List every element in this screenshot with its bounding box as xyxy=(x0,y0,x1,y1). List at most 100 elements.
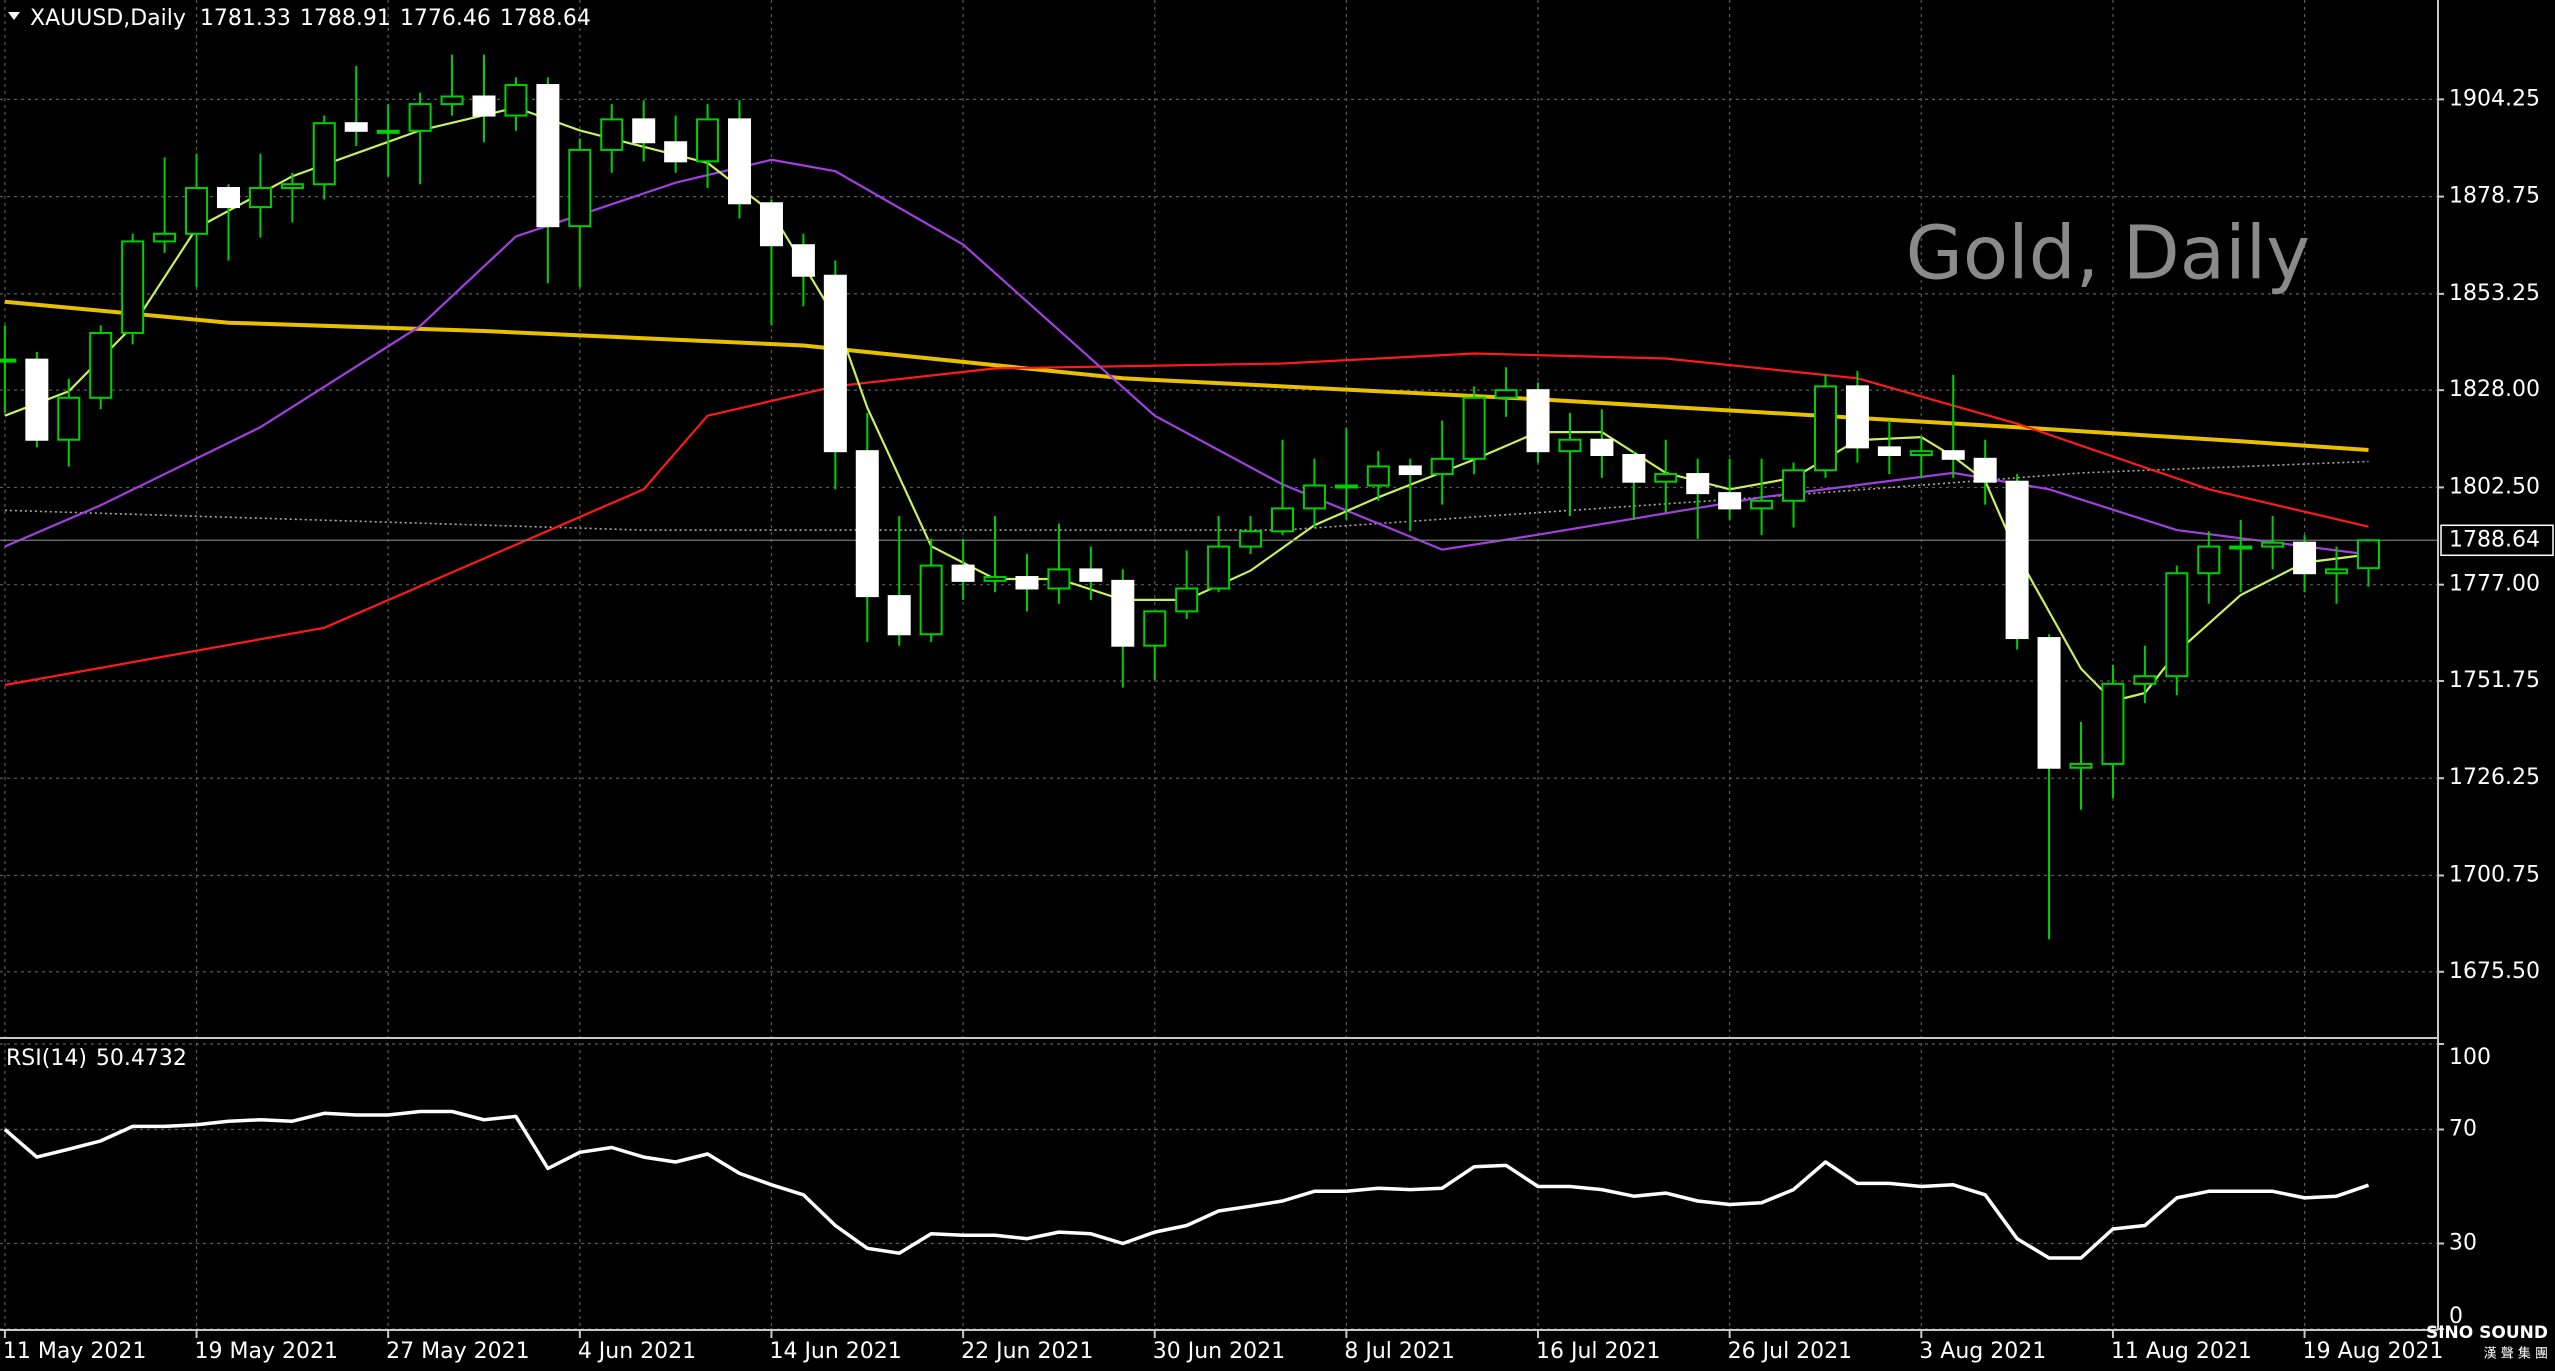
candle-body xyxy=(1271,507,1294,533)
moving-average xyxy=(4,299,2369,452)
candle-body xyxy=(1398,465,1422,476)
rsi-line xyxy=(3,1109,2370,1260)
x-tick-label: 22 Jun 2021 xyxy=(961,1339,1093,1364)
candle-body xyxy=(153,232,177,243)
candle-body xyxy=(2005,480,2029,640)
candle-body xyxy=(600,118,624,151)
x-tick-label: 16 Jul 2021 xyxy=(1536,1339,1661,1364)
x-tick-label: 8 Jul 2021 xyxy=(1344,1339,1455,1364)
y-tick-label: 1904.25 xyxy=(2449,86,2540,111)
candle-body xyxy=(696,118,720,163)
candle-body xyxy=(2069,762,2093,769)
candle-body xyxy=(919,564,943,636)
logo-text: SINO SOUND xyxy=(2426,1323,2548,1343)
candle-body xyxy=(1686,473,1710,495)
rsi-header: RSI(14) 50.4732 xyxy=(6,1046,187,1071)
candle-body xyxy=(1845,385,1869,449)
candle-body xyxy=(1079,568,1103,582)
candle-body xyxy=(504,84,528,117)
y-tick-label: 1777.00 xyxy=(2449,572,2540,597)
candle-body xyxy=(280,183,304,190)
candle-body xyxy=(1877,446,1901,456)
candle-body xyxy=(2197,545,2221,575)
moving-average xyxy=(4,460,2369,531)
x-tick-label: 14 Jun 2021 xyxy=(769,1339,901,1364)
candle-body xyxy=(312,122,336,186)
candle-body xyxy=(0,358,17,363)
candle-body xyxy=(1015,576,1039,590)
candle-body xyxy=(632,118,656,144)
candle-body xyxy=(887,595,911,636)
close: 1788.64 xyxy=(500,6,591,31)
x-tick-label: 3 Aug 2021 xyxy=(1919,1339,2046,1364)
candle-body xyxy=(57,396,81,441)
high: 1788.91 xyxy=(300,6,391,31)
candle-body xyxy=(536,84,560,228)
y-tick-label: 1853.25 xyxy=(2449,281,2540,306)
candle-body xyxy=(728,118,752,205)
y-tick-label: 1802.50 xyxy=(2449,474,2540,499)
chart-header: XAUUSD,Daily 1781.33 1788.91 1776.46 1788.64 xyxy=(30,6,591,31)
candle-body xyxy=(440,95,464,106)
candle-body xyxy=(216,187,240,209)
candle-body xyxy=(1654,473,1678,483)
candle-body xyxy=(1941,450,1965,460)
x-tick-label: 11 May 2021 xyxy=(3,1339,146,1364)
x-tick-label: 27 May 2021 xyxy=(386,1339,529,1364)
candle-body xyxy=(759,202,783,247)
x-tick-label: 30 Jun 2021 xyxy=(1153,1339,1285,1364)
candle-body xyxy=(855,450,879,598)
y-tick-label: 1828.00 xyxy=(2449,377,2540,402)
open: 1781.33 xyxy=(200,6,291,31)
candle-body xyxy=(2261,541,2285,548)
candle-body xyxy=(1973,457,1997,483)
symbol-menu-arrow[interactable] xyxy=(8,12,20,20)
y-tick-label: 1675.50 xyxy=(2449,959,2540,984)
price-label: 1788.64 xyxy=(2449,527,2540,552)
rsi-value: 50.4732 xyxy=(96,1046,187,1071)
candle-body xyxy=(1334,484,1358,489)
x-tick-label: 26 Jul 2021 xyxy=(1728,1339,1853,1364)
candle-body xyxy=(248,187,272,209)
candle-body xyxy=(1239,530,1263,548)
candle-body xyxy=(2133,675,2157,685)
candle-body xyxy=(1782,469,1806,502)
low: 1776.46 xyxy=(400,6,491,31)
candle-body xyxy=(2229,545,2253,550)
x-tick-label: 4 Jun 2021 xyxy=(578,1339,696,1364)
candle-body xyxy=(1207,545,1231,590)
candle-body xyxy=(1526,389,1550,453)
candle-body xyxy=(2165,572,2189,678)
y-tick-label: 1726.25 xyxy=(2449,765,2540,790)
y-tick-label: 100 xyxy=(2449,1045,2491,1070)
moving-average xyxy=(4,352,2369,687)
candle-body xyxy=(568,148,592,228)
candle-body xyxy=(1718,492,1742,510)
candle-body xyxy=(1750,499,1774,510)
candle-body xyxy=(1047,568,1071,590)
candle-body xyxy=(25,358,49,441)
y-tick-label: 1751.75 xyxy=(2449,668,2540,693)
candle-body xyxy=(664,141,688,163)
candle-body xyxy=(344,122,368,132)
candle-body xyxy=(823,274,847,453)
logo-subtext: 漢 聲 集 團 xyxy=(2484,1346,2548,1362)
candle-body xyxy=(1494,389,1518,399)
moving-average xyxy=(4,158,2369,556)
plot xyxy=(0,54,2438,1260)
x-tick-label: 19 May 2021 xyxy=(195,1339,338,1364)
y-tick-label: 0 xyxy=(2449,1304,2463,1329)
candle-body xyxy=(408,103,432,132)
y-tick-label: 1700.75 xyxy=(2449,862,2540,887)
x-tick-label: 11 Aug 2021 xyxy=(2111,1339,2252,1364)
candle-body xyxy=(472,95,496,117)
watermark: Gold, Daily xyxy=(1906,211,2310,297)
candle-body xyxy=(2356,539,2380,570)
candle-body xyxy=(1462,396,1486,460)
candle-body xyxy=(1813,385,1837,472)
y-tick-label: 1878.75 xyxy=(2449,184,2540,209)
candle-body xyxy=(2101,682,2125,765)
candle-body xyxy=(951,564,975,582)
candle-body xyxy=(1143,610,1167,647)
